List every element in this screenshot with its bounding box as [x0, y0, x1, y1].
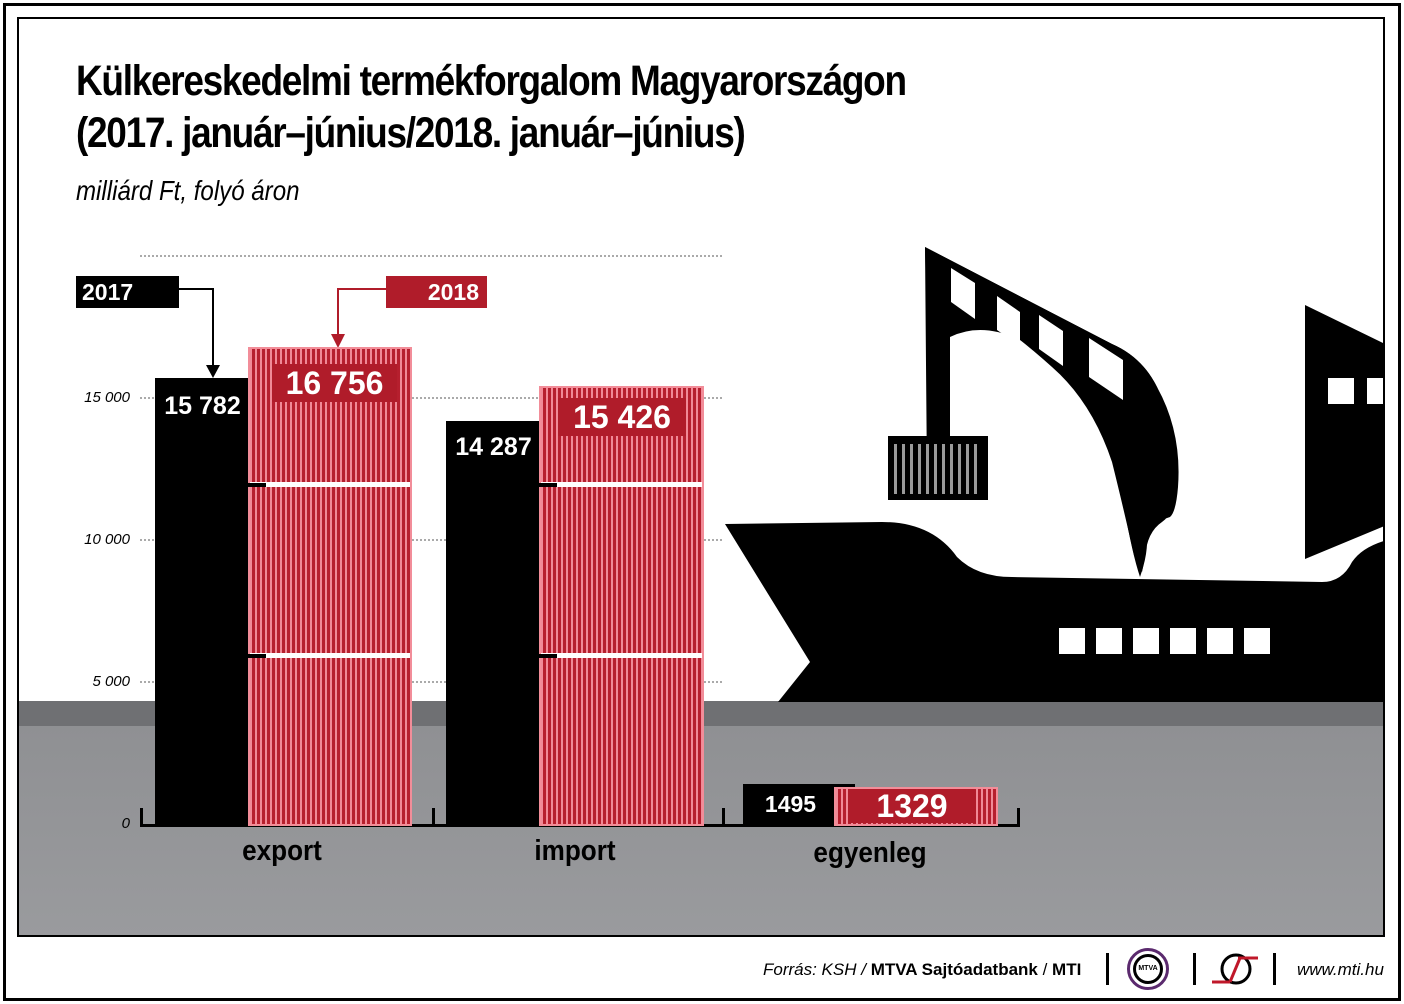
- x-axis-tick: [722, 808, 725, 826]
- bar-export-2018: [248, 347, 412, 826]
- container-divider: [250, 482, 410, 487]
- y-tick-15000: 15 000: [84, 389, 130, 406]
- chart-title: Külkereskedelmi termékforgalom Magyarors…: [76, 55, 907, 159]
- legend-2017: 2017: [76, 276, 179, 308]
- footer-separator: [1273, 953, 1276, 985]
- gridline-10000: [140, 539, 722, 541]
- container-divider: [248, 654, 266, 658]
- category-label-import: import: [534, 835, 616, 867]
- gridline-5000: [140, 681, 722, 683]
- mti-logo-icon: [1212, 953, 1258, 985]
- y-tick-5000: 5 000: [92, 673, 130, 690]
- container-divider: [539, 483, 557, 487]
- container-divider: [541, 482, 702, 487]
- website-link[interactable]: www.mti.hu: [1297, 960, 1384, 979]
- title-line-1: Külkereskedelmi termékforgalom Magyarors…: [76, 57, 907, 105]
- x-axis-tick: [140, 808, 143, 826]
- cargo-ship-illustration: [725, 247, 1383, 702]
- container-divider: [541, 653, 702, 658]
- outer-frame: [3, 3, 1401, 1001]
- gridline-15000: [140, 397, 722, 399]
- source-prefix: Forrás: KSH /: [763, 960, 871, 979]
- footer-separator: [1193, 953, 1196, 985]
- bar-import-2018: [539, 386, 704, 826]
- container-divider: [539, 654, 557, 658]
- value-balance-2017: 1495: [764, 791, 817, 817]
- y-tick-10000: 10 000: [84, 531, 130, 548]
- title-line-2: (2017. január–június/2018. január–június…: [76, 109, 746, 157]
- value-export-2017: 15 782: [164, 392, 241, 420]
- source-agency: MTVA Sajtóadatbank: [870, 960, 1038, 979]
- x-axis-tick: [1017, 808, 1020, 826]
- bar-export-2017: [155, 378, 250, 826]
- source-credit: Forrás: KSH / MTVA Sajtóadatbank / MTI: [763, 955, 1081, 985]
- source-mti: MTI: [1052, 960, 1082, 979]
- value-balance-2018: 1329: [848, 789, 976, 823]
- footer-separator: [1106, 953, 1109, 985]
- value-import-2017: 14 287: [455, 433, 532, 461]
- mtva-logo-icon: MTVA: [1127, 948, 1169, 990]
- chart-subtitle: milliárd Ft, folyó áron: [76, 175, 300, 206]
- value-export-2018: 16 756: [272, 364, 397, 402]
- category-label-export: export: [242, 835, 322, 867]
- value-import-2018: 15 426: [558, 398, 686, 436]
- container-divider: [248, 483, 266, 487]
- y-tick-0: 0: [121, 815, 130, 832]
- container-divider: [250, 653, 410, 658]
- bar-import-2017: [446, 421, 541, 826]
- category-label-balance: egyenleg: [813, 837, 927, 869]
- mtva-logo-text: MTVA: [1133, 954, 1163, 984]
- source-separator: /: [1037, 960, 1053, 979]
- x-axis-tick: [432, 808, 435, 826]
- gridline-top: [140, 255, 722, 257]
- legend-2018: 2018: [386, 276, 487, 308]
